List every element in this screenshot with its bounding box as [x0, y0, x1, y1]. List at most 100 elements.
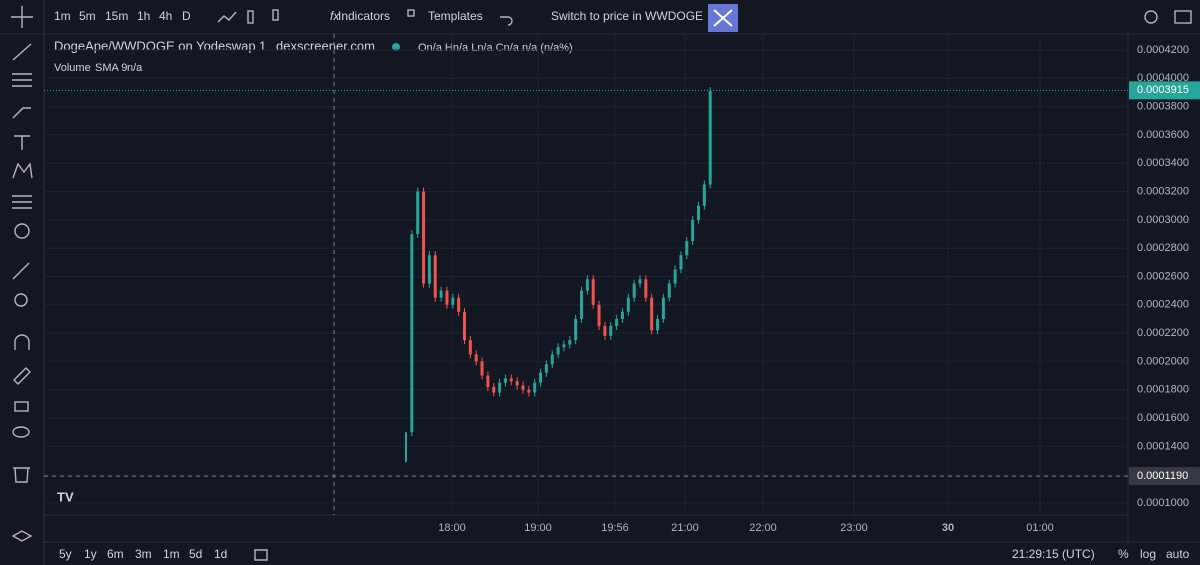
price-tick-label: 0.0003200: [1137, 185, 1189, 197]
price-tick-label: 0.0002800: [1137, 242, 1189, 254]
fx-icon: fx: [330, 9, 340, 23]
indicators-button[interactable]: Indicators: [338, 9, 390, 23]
interval-button[interactable]: 4h: [159, 9, 172, 23]
range-button[interactable]: 5d: [189, 547, 202, 561]
templates-icon[interactable]: [407, 9, 415, 17]
time-tick-label: 01:00: [1026, 522, 1054, 534]
range-button[interactable]: 5y: [59, 547, 72, 561]
candle: [644, 279, 648, 298]
candle: [615, 318, 619, 327]
text-tool[interactable]: [14, 135, 30, 150]
candle: [597, 304, 601, 327]
object-tree[interactable]: [11, 530, 33, 542]
brush-tool[interactable]: [12, 107, 31, 119]
date-range-icon[interactable]: [254, 549, 268, 561]
clock: 21:29:15 (UTC): [1012, 547, 1095, 561]
lock-drawing-tool[interactable]: [13, 367, 31, 385]
candle: [422, 191, 426, 284]
fib-tool[interactable]: [12, 73, 32, 87]
range-button[interactable]: 1m: [163, 547, 180, 561]
templates-button[interactable]: Templates: [428, 9, 483, 23]
interval-button[interactable]: D: [182, 9, 191, 23]
candle: [527, 389, 531, 393]
candle: [427, 255, 431, 284]
percent-toggle[interactable]: %: [1118, 547, 1129, 561]
lock-tool[interactable]: [14, 401, 29, 412]
tv-logo: [52, 486, 82, 510]
left-toolbar: [11, 6, 33, 542]
price-tick-label: 0.0003400: [1137, 157, 1189, 169]
last-price-label: 0.0003915: [1137, 84, 1189, 96]
interval-button[interactable]: 15m: [105, 9, 128, 23]
pattern-tool[interactable]: [12, 162, 33, 179]
candle-style-icon[interactable]: [247, 10, 254, 24]
range-button[interactable]: 1y: [84, 547, 97, 561]
candle: [474, 354, 478, 362]
time-tick-label: 19:00: [524, 522, 552, 534]
switch-price-button[interactable]: Switch to price in WWDOGE: [551, 9, 703, 23]
ohlc-values: On/a Hn/a Ln/a Cn/a n/a (n/a%): [418, 42, 573, 54]
candle: [550, 354, 554, 365]
candle: [620, 311, 624, 319]
candle: [457, 297, 461, 312]
bar-style-icon[interactable]: [217, 11, 237, 23]
price-tick-label: 0.0003800: [1137, 101, 1189, 113]
hide-tool[interactable]: [12, 426, 30, 438]
candle: [503, 378, 507, 383]
snapshot-icon[interactable]: [1174, 10, 1192, 24]
zoom-tool[interactable]: [14, 293, 28, 307]
magnet-tool[interactable]: [14, 334, 30, 350]
undo-icon[interactable]: [500, 16, 513, 26]
time-tick-label: 30: [942, 522, 954, 534]
crosshair-price-box: [1129, 467, 1200, 486]
auto-toggle[interactable]: auto: [1166, 547, 1190, 561]
candle: [486, 375, 490, 387]
price-tick-label: 0.0002000: [1137, 355, 1189, 367]
interval-button[interactable]: 1m: [54, 9, 71, 23]
price-tick-label: 0.0002400: [1137, 299, 1189, 311]
candle: [492, 386, 496, 393]
prediction-tool[interactable]: [12, 195, 32, 209]
range-button[interactable]: 3m: [135, 547, 152, 561]
candle: [521, 385, 525, 390]
candle: [439, 290, 443, 298]
price-tick-label: 0.0003600: [1137, 129, 1189, 141]
remove-tool[interactable]: [13, 467, 30, 483]
trend-line-tool[interactable]: [12, 43, 32, 61]
candle: [691, 219, 695, 242]
price-tick-label: 0.0002200: [1137, 327, 1189, 339]
settings-icon[interactable]: [1144, 10, 1158, 24]
chart-type-icon[interactable]: [272, 9, 279, 21]
candle: [702, 184, 706, 206]
price-tick-label: 0.0001400: [1137, 440, 1189, 452]
market-status: [392, 43, 400, 51]
symbol-source: dexscreener.com: [276, 38, 375, 53]
volume-value: n/a: [127, 62, 143, 74]
interval-button[interactable]: 5m: [79, 9, 96, 23]
candle: [416, 191, 420, 235]
time-tick-label: 21:00: [671, 522, 699, 534]
candle: [509, 378, 513, 382]
log-toggle[interactable]: log: [1140, 547, 1156, 561]
candle: [667, 283, 671, 298]
emoji-tool[interactable]: [14, 223, 30, 239]
range-button[interactable]: 6m: [107, 547, 124, 561]
candle: [638, 279, 642, 284]
volume-sma: SMA 9: [95, 62, 127, 74]
symbol-name: DogeApe/WWDOGE on Yodeswap: [54, 38, 256, 53]
candle: [626, 297, 630, 312]
crosshair-tool[interactable]: [11, 6, 33, 28]
candle: [445, 290, 449, 305]
price-tick-label: 0.0004000: [1137, 72, 1189, 84]
candle: [515, 381, 519, 386]
measure-tool[interactable]: [12, 262, 30, 280]
interval-button[interactable]: 1h: [137, 9, 150, 23]
candle: [609, 326, 613, 336]
price-tick-label: 0.0001800: [1137, 384, 1189, 396]
price-tick-label: 0.0001600: [1137, 412, 1189, 424]
range-button[interactable]: 1d: [214, 547, 227, 561]
candle: [585, 279, 589, 291]
candle: [433, 255, 437, 298]
price-tick-label: 0.0004200: [1137, 44, 1189, 56]
time-tick-label: 22:00: [749, 522, 777, 534]
